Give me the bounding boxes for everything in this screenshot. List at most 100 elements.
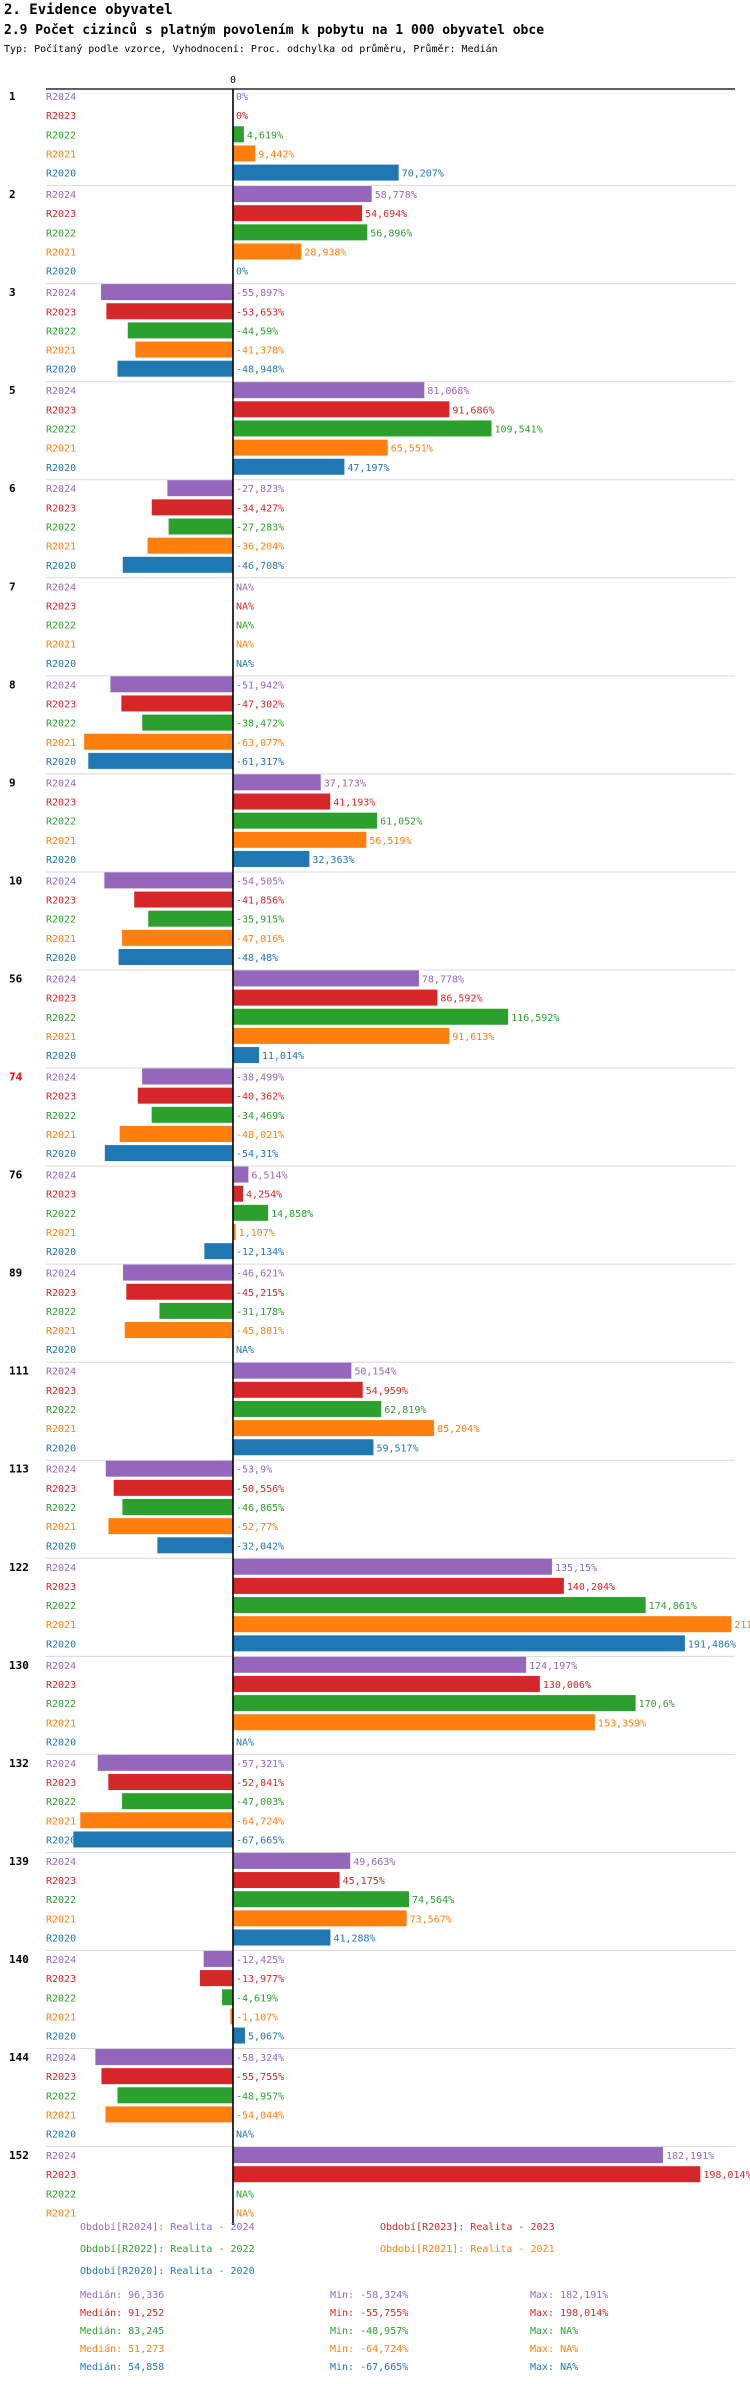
- value-label: -46,865%: [236, 1503, 284, 1514]
- series-label: R2020: [46, 2032, 76, 2043]
- value-label: -12,425%: [236, 1955, 284, 1966]
- bar: [233, 1224, 236, 1240]
- series-label: R2024: [46, 190, 76, 201]
- value-label: -67,665%: [236, 1835, 284, 1846]
- value-label: -48,957%: [236, 2091, 284, 2102]
- bar: [233, 186, 372, 203]
- value-label: 70,207%: [402, 169, 444, 180]
- bar: [233, 1929, 331, 1946]
- series-label: R2024: [46, 1367, 76, 1378]
- series-label: R2024: [46, 1857, 76, 1868]
- value-label: 78,778%: [422, 974, 464, 985]
- series-label: R2023: [46, 994, 76, 1005]
- series-label: R2022: [46, 1895, 76, 1906]
- series-label: R2023: [46, 601, 76, 612]
- bar: [113, 1479, 233, 1496]
- series-label: R2023: [46, 896, 76, 907]
- bar: [104, 1145, 233, 1162]
- bar: [233, 1597, 646, 1614]
- series-label: R2022: [46, 1013, 76, 1024]
- group-label: 139: [9, 1855, 29, 1868]
- stat-median-r2021: Medián: 51,273: [80, 2344, 165, 2355]
- value-label: NA%: [236, 621, 254, 632]
- series-label: R2024: [46, 1759, 76, 1770]
- value-label: 170,6%: [639, 1699, 675, 1710]
- series-label: R2024: [46, 1661, 76, 1672]
- series-label: R2021: [46, 1816, 76, 1827]
- value-label: -27,283%: [236, 523, 284, 534]
- value-label: 130,006%: [543, 1680, 591, 1691]
- bar: [147, 537, 233, 554]
- series-label: R2024: [46, 92, 76, 103]
- series-label: R2020: [46, 1247, 76, 1258]
- bar: [151, 1106, 233, 1123]
- series-label: R2020: [46, 1639, 76, 1650]
- bar-chart: 0 1 R2024 0% R2023 0% R2022 4,619% R2021 9,442% R2…: [9, 75, 750, 2225]
- series-label: R2022: [46, 1503, 76, 1514]
- bar: [108, 1518, 233, 1535]
- value-label: -36,204%: [236, 542, 284, 553]
- value-label: -32,042%: [236, 1541, 284, 1552]
- bar: [222, 1989, 233, 2006]
- series-label: R2022: [46, 326, 76, 337]
- value-label: -47,003%: [236, 1797, 284, 1808]
- series-label: R2023: [46, 405, 76, 416]
- series-label: R2021: [46, 640, 76, 651]
- series-label: R2024: [46, 876, 76, 887]
- value-label: -52,77%: [236, 1522, 278, 1533]
- legend-r2024: Období[R2024]: Realita - 2024: [80, 2222, 255, 2233]
- bar: [122, 556, 233, 573]
- legend-r2021: Období[R2021]: Realita - 2021: [380, 2244, 555, 2255]
- bar: [233, 145, 256, 162]
- value-label: 124,197%: [529, 1661, 577, 1672]
- series-label: R2023: [46, 209, 76, 220]
- bar: [142, 1068, 233, 1085]
- series-label: R2021: [46, 1620, 76, 1631]
- group-label: 111: [9, 1365, 29, 1378]
- bar: [233, 1400, 382, 1417]
- bar: [233, 831, 367, 848]
- bar: [233, 1910, 407, 1927]
- value-label: -63,077%: [236, 738, 284, 749]
- series-label: R2022: [46, 1111, 76, 1122]
- legend-r2022: Období[R2022]: Realita - 2022: [80, 2244, 255, 2255]
- bar: [104, 872, 234, 889]
- stat-max-r2022: Max: NA%: [530, 2326, 579, 2337]
- value-label: 182,191%: [666, 2151, 714, 2162]
- series-label: R2021: [46, 1130, 76, 1141]
- series-label: R2024: [46, 1563, 76, 1574]
- series-label: R2021: [46, 738, 76, 749]
- value-label: 140,204%: [567, 1582, 615, 1593]
- bar: [233, 1439, 374, 1456]
- bar: [135, 341, 233, 358]
- value-label: -48,948%: [236, 365, 284, 376]
- series-label: R2021: [46, 1718, 76, 1729]
- series-label: R2020: [46, 2130, 76, 2141]
- value-label: -45,881%: [236, 1326, 284, 1337]
- bar: [84, 733, 234, 750]
- bar: [168, 518, 233, 535]
- series-label: R2022: [46, 2091, 76, 2102]
- series-label: R2024: [46, 778, 76, 789]
- bar: [233, 205, 363, 222]
- bar: [117, 2087, 233, 2104]
- series-label: R2020: [46, 463, 76, 474]
- series-label: R2023: [46, 1386, 76, 1397]
- value-label: 49,663%: [353, 1857, 395, 1868]
- value-label: 1,107%: [239, 1228, 275, 1239]
- group-label: 74: [9, 1071, 23, 1084]
- value-label: -1,107%: [236, 2012, 278, 2023]
- stat-max-r2023: Max: 198,014%: [530, 2308, 609, 2319]
- bar: [233, 1362, 352, 1379]
- series-label: R2023: [46, 111, 76, 122]
- bar: [233, 1714, 595, 1731]
- value-label: 37,173%: [324, 778, 366, 789]
- bar: [233, 2166, 701, 2183]
- bar: [233, 1027, 450, 1044]
- series-label: R2022: [46, 2189, 76, 2200]
- value-label: 54,959%: [366, 1386, 408, 1397]
- bar: [203, 1950, 233, 1967]
- value-label: 61,052%: [380, 817, 422, 828]
- series-label: R2021: [46, 934, 76, 945]
- value-label: 109,541%: [495, 424, 543, 435]
